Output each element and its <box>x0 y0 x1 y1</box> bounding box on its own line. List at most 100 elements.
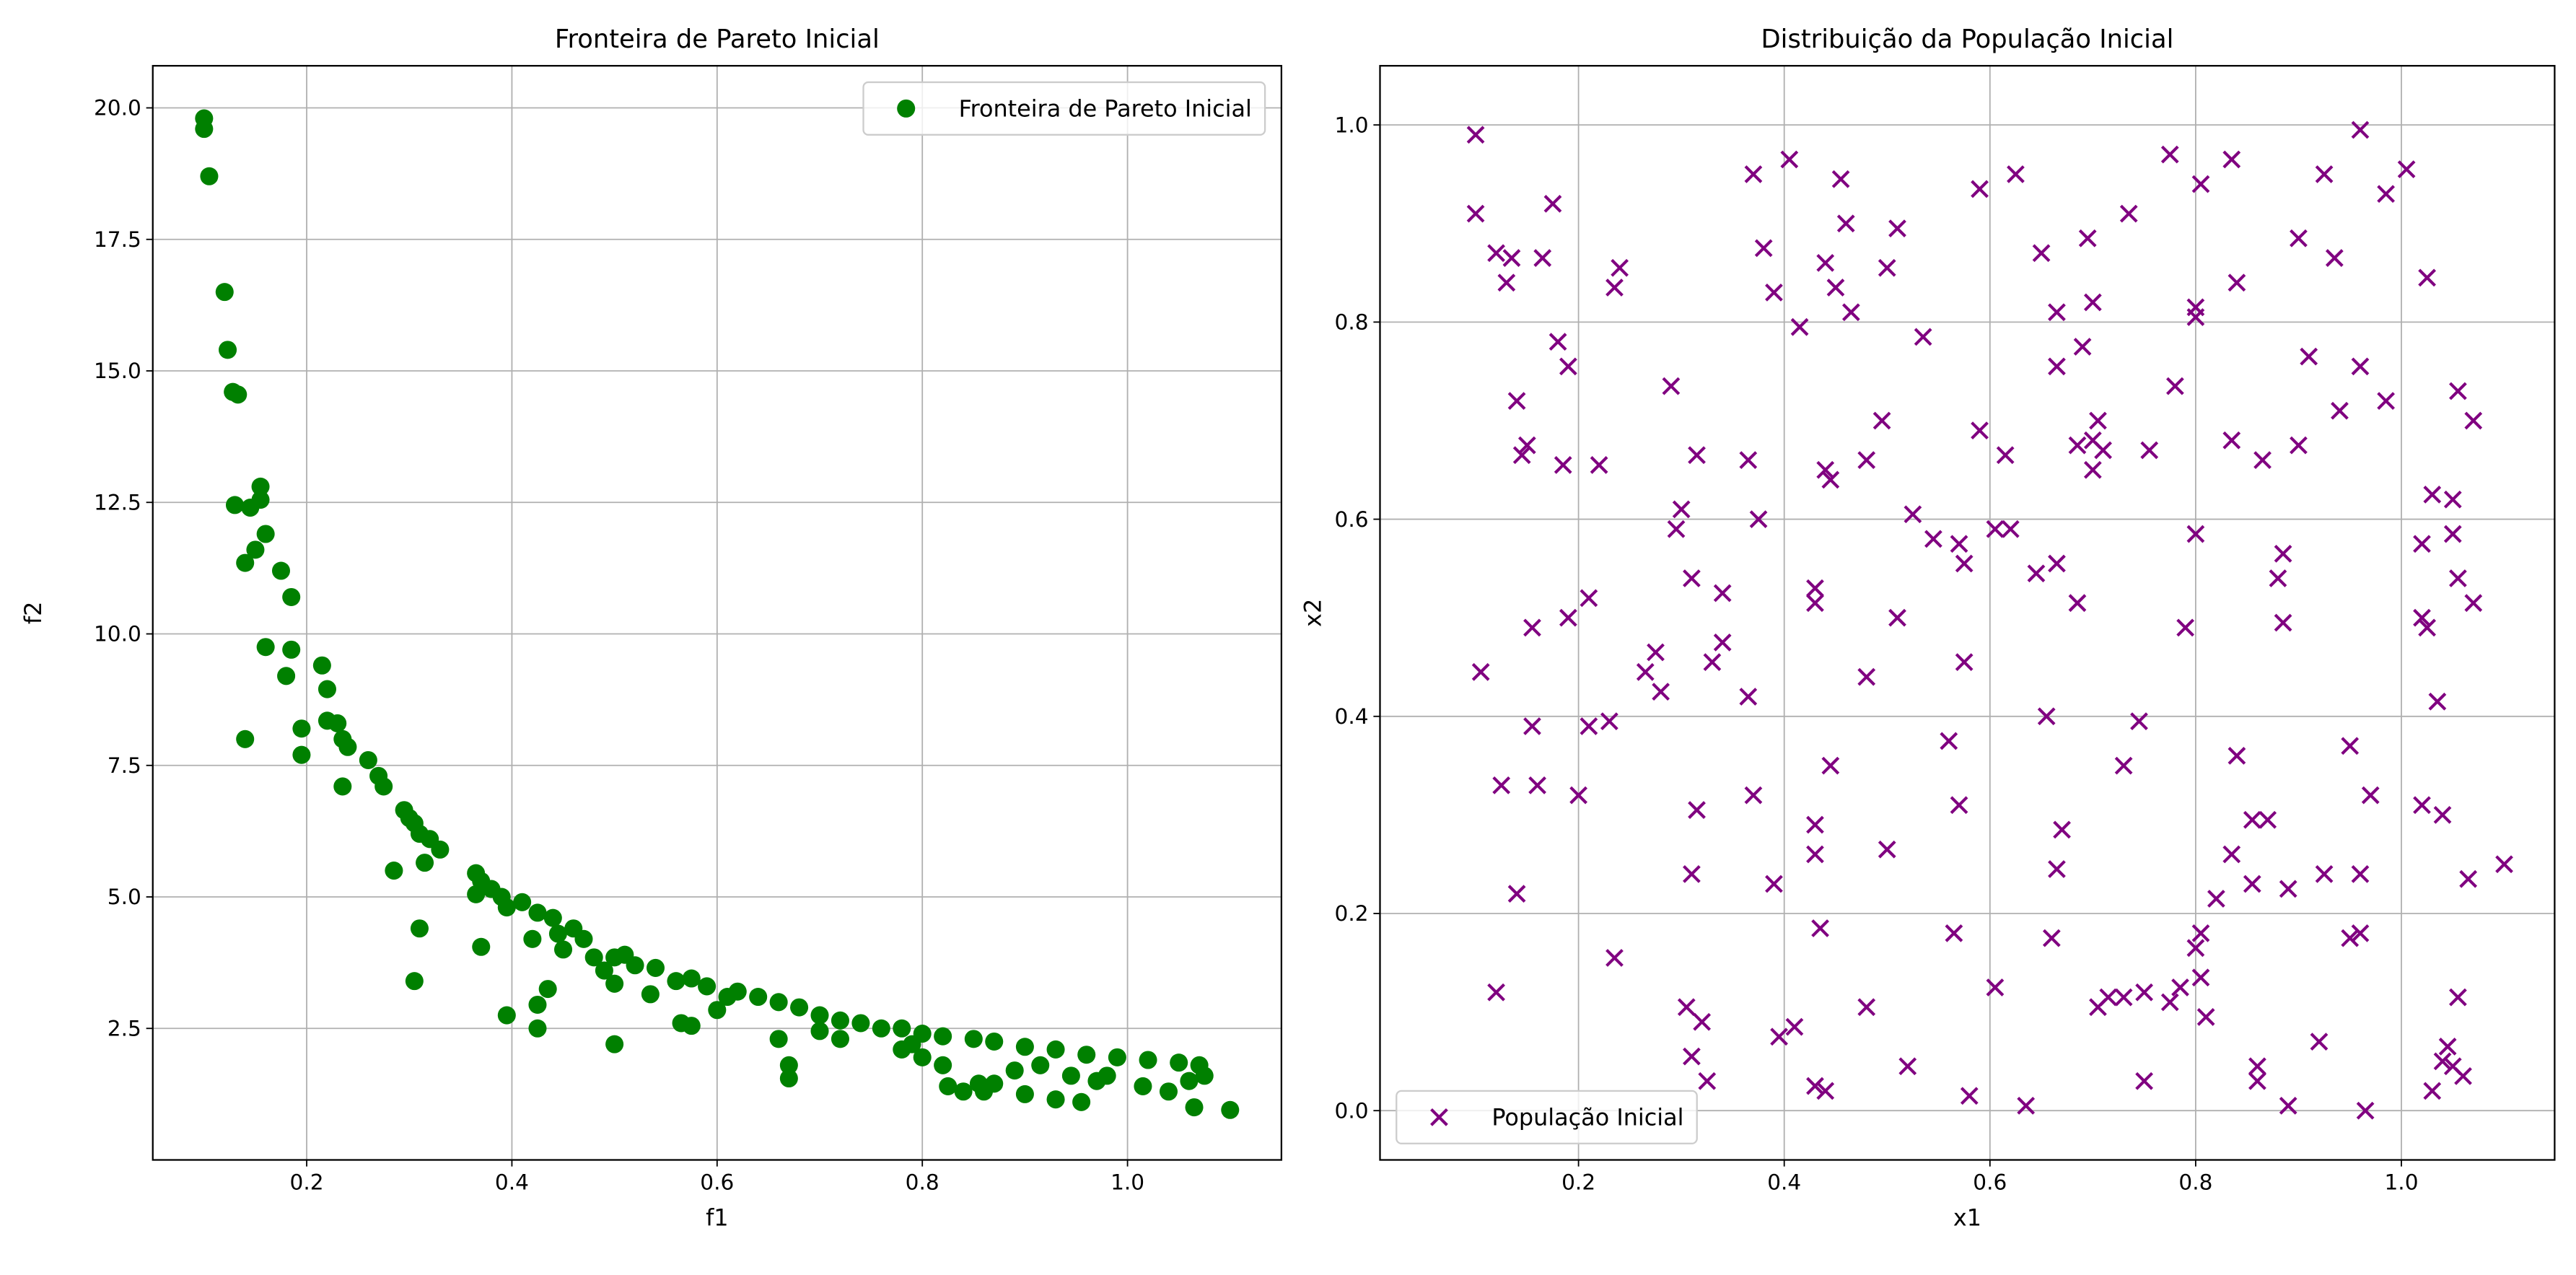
marker-stroke <box>1816 460 1835 479</box>
marker <box>2053 820 2071 839</box>
marker <box>1878 258 1896 277</box>
marker-stroke <box>2048 860 2066 878</box>
marker <box>641 985 660 1004</box>
marker-stroke <box>2351 121 2370 139</box>
x-tick-label: 0.6 <box>700 1170 734 1195</box>
marker <box>2413 608 2431 627</box>
y-tick-label: 0.6 <box>1335 507 1369 532</box>
marker <box>2449 988 2467 1007</box>
marker-stroke <box>2413 608 2431 627</box>
marker <box>698 977 717 996</box>
marker-stroke <box>1986 520 2005 538</box>
marker <box>1872 411 1891 430</box>
marker <box>1134 1077 1152 1095</box>
marker-stroke <box>1739 451 1758 469</box>
marker <box>2160 993 2179 1012</box>
marker <box>236 729 255 748</box>
marker-stroke <box>1487 244 1505 263</box>
marker-stroke <box>2089 411 2107 430</box>
marker <box>2418 618 2437 637</box>
marker <box>2495 855 2513 874</box>
marker-stroke <box>1806 815 1824 834</box>
marker <box>1543 195 1562 213</box>
marker <box>1580 717 1598 735</box>
marker <box>2186 308 2205 326</box>
marker <box>2418 268 2437 287</box>
marker-stroke <box>1888 608 1906 627</box>
marker <box>2171 978 2189 996</box>
marker <box>1667 520 1686 538</box>
marker-stroke <box>2027 564 2046 583</box>
marker-stroke <box>1688 446 1706 465</box>
marker <box>2191 175 2210 193</box>
marker <box>2078 229 2097 247</box>
marker <box>2032 244 2051 263</box>
marker <box>1903 505 1922 524</box>
marker-stroke <box>2171 978 2189 996</box>
marker <box>1713 633 1732 652</box>
marker <box>2377 392 2396 411</box>
marker <box>2042 929 2061 947</box>
marker <box>1857 998 1876 1017</box>
y-tick-label: 20.0 <box>94 96 141 121</box>
marker <box>1770 1028 1788 1046</box>
marker <box>2186 525 2205 543</box>
marker <box>1471 662 1490 681</box>
marker <box>2253 451 2271 469</box>
marker <box>1487 983 1505 1002</box>
marker-stroke <box>2300 347 2318 366</box>
marker-stroke <box>2160 993 2179 1012</box>
marker <box>1806 579 1824 597</box>
marker-stroke <box>1950 535 1968 553</box>
marker-stroke <box>2130 712 2148 730</box>
marker-stroke <box>1996 446 2015 465</box>
marker-stroke <box>1554 456 1572 474</box>
marker-stroke <box>1950 796 1968 815</box>
marker <box>1857 451 1876 469</box>
marker-stroke <box>2248 1057 2266 1076</box>
marker <box>2027 564 2046 583</box>
marker <box>2243 875 2261 893</box>
marker <box>728 982 747 1001</box>
marker-stroke <box>1806 579 1824 597</box>
marker <box>626 956 644 975</box>
marker <box>934 1027 952 1046</box>
marker-stroke <box>2114 988 2133 1007</box>
x-axis-label: f1 <box>706 1204 729 1232</box>
marker <box>1986 978 2005 996</box>
marker <box>2443 490 2462 509</box>
marker <box>2341 929 2360 947</box>
marker <box>2135 983 2154 1002</box>
marker-stroke <box>2377 185 2396 203</box>
marker-stroke <box>1806 594 1824 613</box>
marker-stroke <box>2094 441 2112 460</box>
marker <box>497 898 516 917</box>
marker <box>2315 165 2334 183</box>
marker <box>2048 860 2066 878</box>
marker-stroke <box>2464 411 2483 430</box>
marker-stroke <box>2341 737 2360 755</box>
marker <box>1677 998 1696 1017</box>
marker-stroke <box>1754 239 1773 258</box>
marker-stroke <box>2274 613 2292 632</box>
marker-stroke <box>2443 525 2462 543</box>
marker <box>595 961 613 980</box>
marker-stroke <box>2042 929 2061 947</box>
y-tick-label: 5.0 <box>108 885 141 909</box>
marker-stroke <box>2253 451 2271 469</box>
marker <box>1945 924 1963 942</box>
marker <box>1898 1057 1917 1076</box>
marker <box>1590 456 1608 474</box>
marker <box>2068 436 2087 455</box>
marker <box>1971 180 1989 198</box>
marker-stroke <box>2433 806 2452 824</box>
marker-stroke <box>1816 1082 1835 1100</box>
marker <box>2083 460 2102 479</box>
marker <box>2227 273 2246 292</box>
marker <box>2073 338 2092 356</box>
marker <box>2001 520 2020 538</box>
marker <box>2310 1033 2329 1051</box>
marker-stroke <box>2191 175 2210 193</box>
